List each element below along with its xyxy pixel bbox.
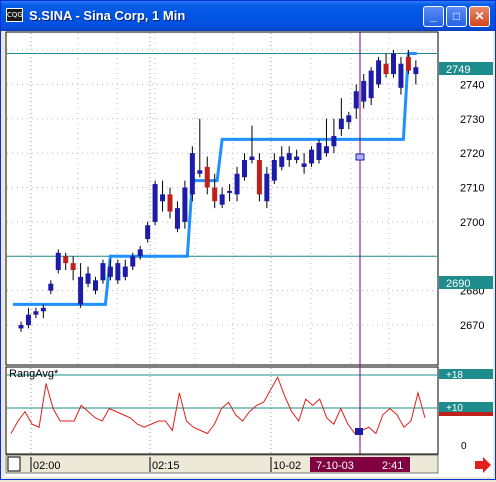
candle-body (264, 173, 270, 202)
price-tick-label: 2720 (460, 148, 484, 160)
candle-body (286, 153, 292, 160)
candle-body (242, 160, 247, 178)
candle-body (70, 263, 76, 270)
candle-body (256, 160, 262, 195)
indicator-top-marker (439, 369, 493, 379)
indicator-current-marker (439, 412, 493, 416)
candle-body (107, 266, 113, 277)
title-bar[interactable]: CQG S.SINA - Sina Corp, 1 Min _ □ ✕ (1, 1, 495, 31)
price-tick-label: 2740 (460, 79, 484, 91)
scroll-right-arrow-icon[interactable] (475, 457, 491, 473)
candle-body (391, 53, 396, 75)
range-avg-path (13, 51, 417, 306)
candle-body (100, 263, 106, 281)
candle-body (152, 184, 158, 222)
range-avg-line (13, 51, 417, 306)
candle-body (301, 163, 307, 167)
candle-body (361, 80, 367, 102)
candle-body (122, 266, 128, 277)
low-price-label: 2690 (446, 278, 470, 290)
candle-body (316, 142, 322, 160)
candle-body (115, 263, 121, 281)
candle-body (85, 273, 91, 284)
minimize-button[interactable]: _ (423, 6, 444, 27)
scroll-left-handle[interactable] (7, 456, 21, 472)
chart-area[interactable]: 2740 2730 2720 2710 2700 2680 2670 2749 2690 R… (5, 31, 493, 477)
candle-body (167, 194, 173, 212)
low-price-marker (439, 276, 493, 289)
candle-body (204, 166, 210, 188)
price-tick-label: 2700 (460, 217, 484, 229)
candle-body (33, 311, 39, 315)
candle-body (249, 156, 255, 160)
time-label-0200: 02:00 (33, 460, 61, 472)
app-logo-icon: CQG (6, 8, 23, 22)
last-price-marker (439, 62, 493, 75)
candle-body (130, 256, 136, 267)
candle-body (78, 276, 84, 305)
candle-body (227, 190, 233, 193)
candle-body (234, 173, 240, 195)
candle-body (271, 160, 277, 181)
candle-body (279, 156, 285, 167)
candle-body (48, 283, 54, 291)
candle-body (376, 60, 382, 85)
indicator-mid-marker (439, 402, 493, 412)
candle-body (40, 307, 46, 312)
time-label-date: 10-02 (273, 460, 301, 472)
candle-body (212, 187, 218, 202)
candle-body (405, 56, 411, 71)
candle-body (145, 225, 151, 240)
candle-body (368, 70, 374, 99)
candle-body (346, 115, 352, 123)
crosshair-price-marker (355, 153, 365, 161)
cursor-date-label: 7-10-03 (316, 460, 354, 472)
indicator-top-label: +18 (446, 370, 463, 381)
price-tick-label: 2730 (460, 114, 484, 126)
candle-body (197, 170, 203, 174)
candle-body (398, 63, 404, 88)
candles (18, 50, 419, 332)
candle-body (338, 118, 344, 130)
candle-body (160, 194, 166, 202)
last-price-label: 2749 (446, 64, 470, 76)
candle-body (137, 249, 143, 257)
candle-body (331, 135, 337, 147)
candle-body (93, 280, 98, 291)
cursor-time-badge (310, 457, 410, 472)
close-button[interactable]: ✕ (469, 6, 490, 27)
candle-body (323, 146, 329, 154)
candle-body (294, 156, 300, 160)
candle-body (413, 67, 419, 75)
window-title: S.SINA - Sina Corp, 1 Min (29, 8, 186, 23)
candle-body (182, 187, 188, 222)
indicator-mid-label: +10 (446, 403, 463, 414)
indicator-label: RangAvg* (9, 368, 59, 380)
candle-body (353, 91, 359, 109)
indicator-zero-label: 0 (461, 441, 467, 452)
cursor-time-label: 2:41 (382, 460, 403, 472)
candle-body (189, 153, 195, 195)
candle-body (25, 314, 31, 325)
indicator-panel[interactable] (5, 366, 439, 455)
candle-body (174, 208, 180, 229)
candle-body (55, 252, 61, 270)
crosshair-indicator-marker (355, 428, 363, 435)
maximize-button[interactable]: □ (446, 6, 467, 27)
price-tick-label: 2670 (460, 320, 484, 332)
price-tick-label: 2710 (460, 183, 484, 195)
time-label-0215: 02:15 (152, 460, 180, 472)
candle-body (309, 149, 315, 164)
candle-body (18, 325, 24, 329)
candle-body (219, 194, 225, 205)
candle-body (63, 256, 69, 264)
candle-body (383, 63, 389, 75)
